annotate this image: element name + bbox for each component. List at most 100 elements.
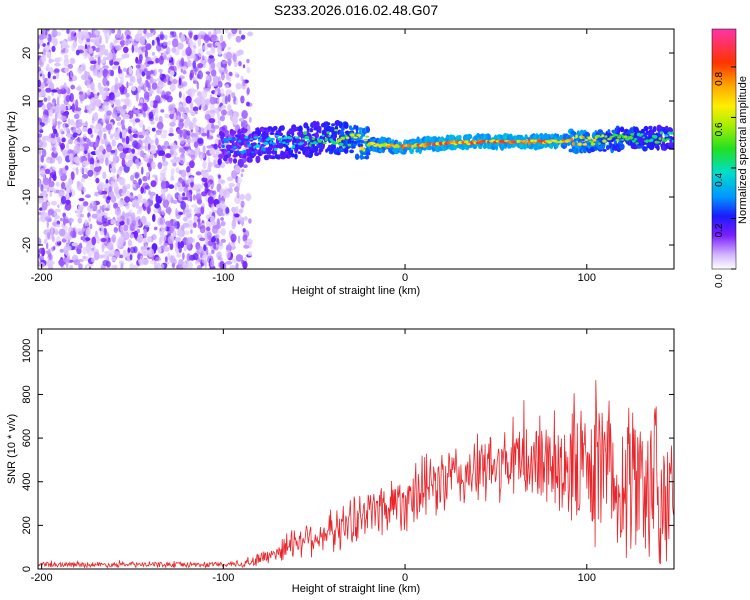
heatmap-noise-blob (59, 191, 65, 196)
heatmap-ridge-core (372, 142, 376, 145)
heatmap-noise-blob (94, 142, 99, 148)
heatmap-noise-blob (182, 113, 188, 120)
heatmap-ridge-core (279, 137, 285, 140)
heatmap-noise-blob (46, 242, 49, 250)
heatmap-noise-blob (205, 239, 209, 247)
heatmap-noise-blob (224, 29, 229, 34)
heatmap-noise-blob (146, 55, 149, 62)
heatmap-noise-blob (141, 248, 147, 254)
heatmap-noise-blob (150, 161, 156, 169)
heatmap-noise-blob (42, 73, 45, 81)
heatmap-noise-blob (228, 242, 231, 251)
heatmap-noise-blob (48, 108, 53, 117)
heatmap-ridge-core (283, 136, 288, 140)
heatmap-noise-blob (151, 127, 156, 132)
heatmap-ridge-halo (309, 128, 314, 133)
heatmap-noise-blob (47, 71, 51, 79)
heatmap-noise-blob (60, 167, 67, 177)
heatmap-noise-blob (171, 262, 175, 268)
heatmap-noise-blob (70, 33, 75, 41)
heatmap-noise-blob (106, 204, 111, 209)
heatmap-noise-blob (212, 242, 217, 249)
heatmap-noise-blob (179, 240, 185, 249)
heatmap-noise-blob (143, 81, 147, 91)
heatmap-noise-blob (201, 102, 206, 110)
heatmap-noise-blob (173, 112, 177, 122)
heatmap-noise-blob (178, 91, 182, 99)
heatmap-ridge-halo (327, 122, 331, 126)
heatmap-ridge-core (299, 142, 305, 145)
heatmap-noise-blob (72, 167, 78, 171)
heatmap-noise-blob (104, 250, 111, 255)
heatmap-ridge-halo (313, 145, 319, 153)
heatmap-noise-blob (205, 214, 210, 220)
heatmap-noise-blob (220, 217, 225, 221)
heatmap-noise-blob (187, 149, 192, 154)
heatmap-noise-blob (93, 112, 99, 122)
heatmap-noise-blob (52, 102, 55, 106)
heatmap-noise-blob (165, 153, 172, 159)
heatmap-ridge-core (297, 136, 300, 139)
heatmap-noise-blob (207, 109, 213, 115)
heatmap-ridge-halo (263, 154, 270, 161)
heatmap-noise-blob (174, 152, 178, 156)
heatmap-noise-blob (174, 220, 180, 230)
heatmap-noise-blob (110, 257, 117, 262)
heatmap-ridge-halo (549, 144, 554, 149)
heatmap-noise-blob (185, 46, 192, 57)
heatmap-noise-blob (183, 245, 187, 252)
heatmap-noise-blob (77, 204, 85, 211)
heatmap-noise-blob (208, 75, 213, 82)
heatmap-noise-blob (143, 154, 150, 160)
heatmap-noise-blob (160, 145, 166, 152)
heatmap-noise-blob (167, 81, 172, 85)
heatmap-noise-blob (48, 180, 55, 188)
heatmap-noise-blob (186, 130, 191, 136)
heatmap-noise-blob (46, 159, 51, 164)
heatmap-noise-blob (235, 262, 239, 269)
heatmap-ridge-halo (619, 143, 625, 150)
heatmap-noise-blob (247, 251, 252, 256)
heatmap-ridge-core (664, 134, 669, 137)
heatmap-noise-blob (92, 68, 100, 77)
heatmap-ridge-halo (568, 149, 573, 153)
heatmap-noise-blob (162, 199, 169, 209)
heatmap-noise-blob (118, 236, 125, 246)
heatmap-noise-blob (129, 246, 136, 254)
heatmap-ridge-core (303, 131, 308, 135)
heatmap-noise-blob (39, 170, 46, 175)
heatmap-noise-blob (53, 128, 58, 135)
heatmap-noise-blob (235, 206, 239, 214)
heatmap-noise-blob (44, 216, 52, 222)
heatmap-noise-blob (182, 101, 187, 108)
heatmap-noise-blob (101, 243, 105, 253)
heatmap-noise-blob (225, 261, 233, 265)
heatmap-noise-blob (73, 156, 80, 164)
heatmap-noise-blob (151, 243, 158, 251)
heatmap-noise-blob (227, 46, 231, 51)
heatmap-ridge-core (343, 145, 346, 148)
heatmap-noise-blob (38, 247, 45, 255)
heatmap-ridge-halo (439, 136, 445, 144)
heatmap-noise-blob (190, 204, 198, 208)
heatmap-noise-blob (41, 34, 47, 39)
heatmap-noise-blob (61, 49, 66, 54)
heatmap-ridge-halo (550, 133, 555, 139)
heatmap-noise-blob (155, 193, 159, 203)
heatmap-noise-blob (151, 234, 157, 241)
heatmap-noise-blob (51, 235, 55, 241)
heatmap-noise-blob (43, 97, 48, 102)
y-tick-label: 600 (21, 429, 33, 447)
heatmap-noise-blob (79, 166, 86, 174)
heatmap-noise-blob (186, 261, 193, 269)
heatmap-noise-blob (156, 121, 164, 130)
heatmap-noise-blob (103, 133, 107, 140)
heatmap-noise-blob (247, 31, 254, 37)
heatmap-noise-blob (204, 88, 211, 93)
heatmap-noise-blob (202, 172, 209, 179)
heatmap-noise-blob (46, 51, 52, 59)
heatmap-noise-blob (190, 229, 193, 234)
heatmap-noise-blob (210, 34, 217, 42)
y-tick-label: 10 (21, 95, 33, 107)
heatmap-noise-blob (201, 177, 208, 183)
